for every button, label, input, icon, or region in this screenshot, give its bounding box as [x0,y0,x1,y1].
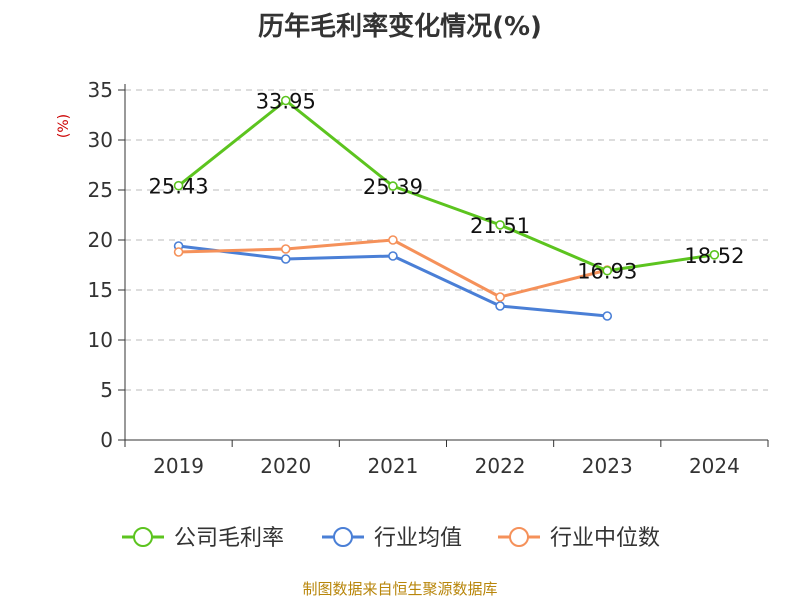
data-point [709,250,720,260]
data-point [388,181,398,191]
data-label: 33.95 [256,90,316,114]
y-tick-label: 15 [88,278,113,302]
legend-marker [509,527,529,547]
data-label: 25.43 [149,175,209,199]
legend-marker [333,527,353,547]
data-label: 25.39 [363,175,423,199]
legend-marker [133,527,153,547]
legend-item-label: 行业中位数 [550,526,660,551]
x-tick-label: 2024 [689,454,740,478]
data-point [388,235,398,245]
legend: 公司毛利率 行业均值 行业中位数 [122,526,660,551]
axes: 0 5 10 15 20 25 30 35 2019 2020 2021 2022 2023 2024 [88,78,769,478]
data-point [495,220,505,230]
x-tick-label: 2022 [475,454,526,478]
source-note: 制图数据来自恒生聚源数据库 [302,580,498,598]
data-point [173,247,184,257]
data-point [495,301,505,311]
series-group [173,95,720,321]
y-tick-label: 35 [88,78,113,102]
x-tick-label: 2023 [582,454,633,478]
x-tick-label: 2020 [260,454,311,478]
y-tick-label: 20 [88,228,113,252]
legend-item-label: 公司毛利率 [174,526,284,551]
data-label: 16.93 [577,260,637,284]
data-point [602,311,613,321]
data-label: 18.52 [684,244,744,268]
y-tick-label: 30 [88,128,113,152]
y-tick-label: 10 [88,328,113,352]
data-point [173,180,184,191]
y-tick-label: 5 [100,378,113,402]
data-point [280,254,291,264]
data-point [388,251,398,261]
data-labels: 25.43 33.95 25.39 21.51 16.93 18.52 [149,90,745,284]
series-line-2 [178,238,608,299]
data-point [495,292,505,302]
y-tick-label: 25 [88,178,113,202]
y-axis-label: (%) [56,114,72,138]
data-point [280,244,291,254]
x-tick-label: 2021 [367,454,418,478]
grid-lines [125,89,768,391]
legend-item-label: 行业均值 [374,526,462,551]
data-point [280,95,291,106]
data-label: 21.51 [470,214,530,238]
series-line-0 [177,99,715,273]
data-point [602,265,613,276]
y-tick-label: 0 [100,428,113,452]
chart-title: 历年毛利率变化情况(%) [258,12,542,42]
x-tick-label: 2019 [153,454,204,478]
